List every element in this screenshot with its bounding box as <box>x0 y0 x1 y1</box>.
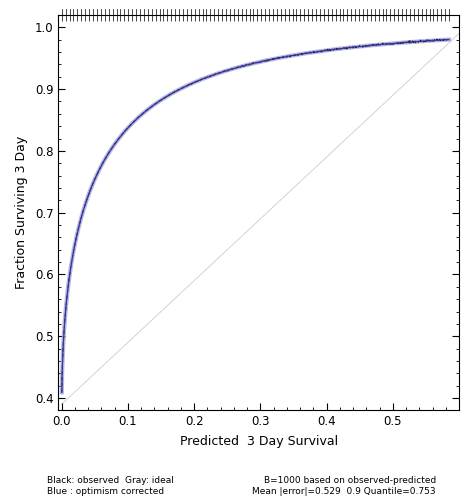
X-axis label: Predicted  3 Day Survival: Predicted 3 Day Survival <box>180 435 338 448</box>
Text: B=1000 based on observed-predicted
Mean |error|=0.529  0.9 Quantile=0.753: B=1000 based on observed-predicted Mean … <box>253 476 436 496</box>
Text: Black: observed  Gray: ideal
Blue : optimism corrected: Black: observed Gray: ideal Blue : optim… <box>47 476 174 496</box>
Y-axis label: Fraction Surviving 3 Day: Fraction Surviving 3 Day <box>15 136 28 289</box>
